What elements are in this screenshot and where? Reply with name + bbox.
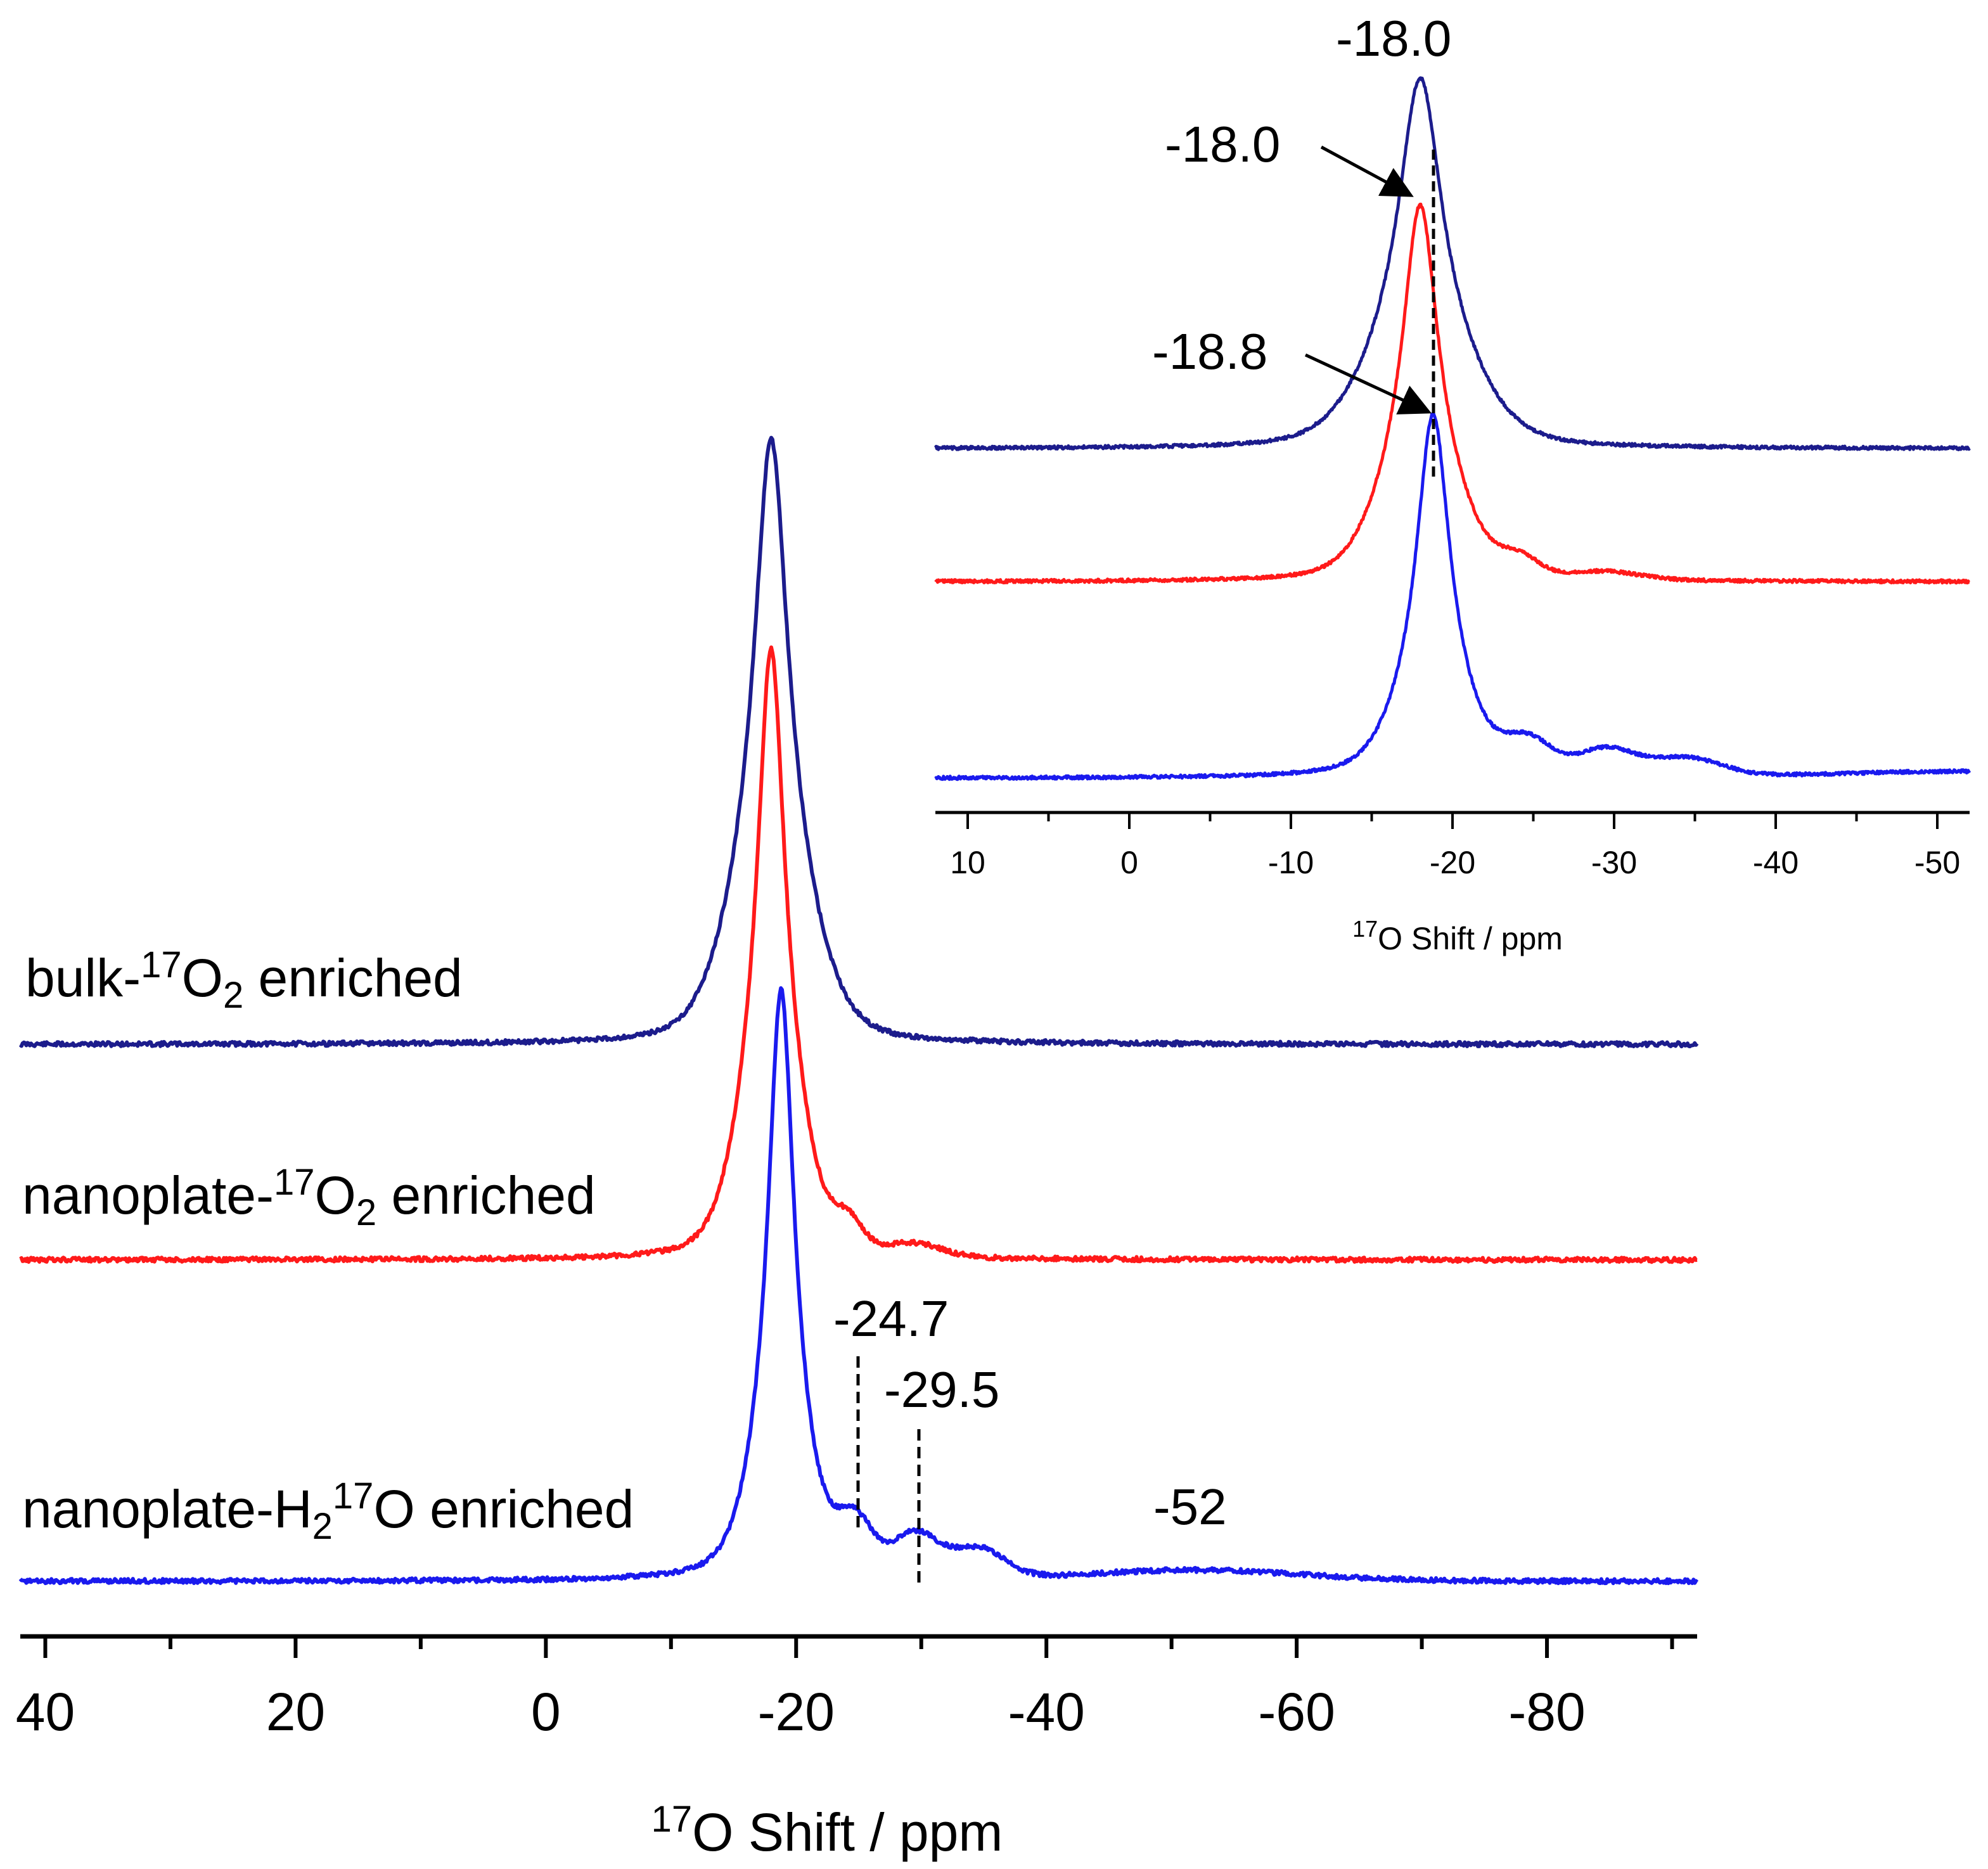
x-tick-label: -30 <box>1591 845 1637 880</box>
inset-x-axis-title: 17O Shift / ppm <box>1352 916 1563 956</box>
annotation-52: -52 <box>1153 1479 1227 1535</box>
series-line-nanoplate-o2 <box>934 202 1971 585</box>
inset-annotation-nanoplate-o2: -18.0 <box>1165 116 1280 172</box>
x-tick-label: -40 <box>1753 845 1799 880</box>
x-tick-label: 20 <box>266 1682 325 1742</box>
x-tick-label: -60 <box>1258 1682 1335 1742</box>
x-tick-label: -80 <box>1508 1682 1585 1742</box>
x-tick-label: 0 <box>531 1682 561 1742</box>
x-tick-label: 10 <box>950 845 985 880</box>
series-line-nanoplate-h2o <box>18 986 1699 1586</box>
main-plot: bulk-17O2 enriched nanoplate-17O2 enrich… <box>16 435 1699 1862</box>
series-line-bulk <box>18 435 1699 1049</box>
inset-annotation-nanoplate-h2o: -18.8 <box>1152 323 1267 380</box>
series-label-nanoplate-o2: nanoplate-17O2 enriched <box>22 1162 596 1233</box>
series-line-nanoplate-h2o <box>934 411 1972 781</box>
x-tick-label: -40 <box>1008 1682 1084 1742</box>
x-tick-label: -10 <box>1268 845 1314 880</box>
x-tick-label: 0 <box>1120 845 1138 880</box>
inset-annotation-bulk: -18.0 <box>1336 10 1451 67</box>
annotation-24-7: -24.7 <box>833 1290 949 1347</box>
main-x-axis-title: 17O Shift / ppm <box>651 1799 1003 1862</box>
series-label-bulk: bulk-17O2 enriched <box>25 944 463 1016</box>
series-line-nanoplate-o2 <box>19 645 1698 1264</box>
inset-arrow-nanoplate-h2o <box>1304 353 1432 414</box>
annotation-29-5: -29.5 <box>884 1361 999 1418</box>
x-tick-label: -20 <box>1430 845 1475 880</box>
series-line-bulk <box>934 76 1971 451</box>
inset-plot: -18.0 -18.0 -18.8 10 0 -10 -20 -30 -40 -50 17O… <box>934 10 1972 956</box>
inset-arrow-nanoplate-o2 <box>1320 145 1414 197</box>
x-tick-label: -20 <box>758 1682 835 1742</box>
x-tick-label: -50 <box>1914 845 1960 880</box>
x-tick-label: 40 <box>16 1682 75 1742</box>
series-label-nanoplate-h2o: nanoplate-H217O enriched <box>22 1475 634 1547</box>
